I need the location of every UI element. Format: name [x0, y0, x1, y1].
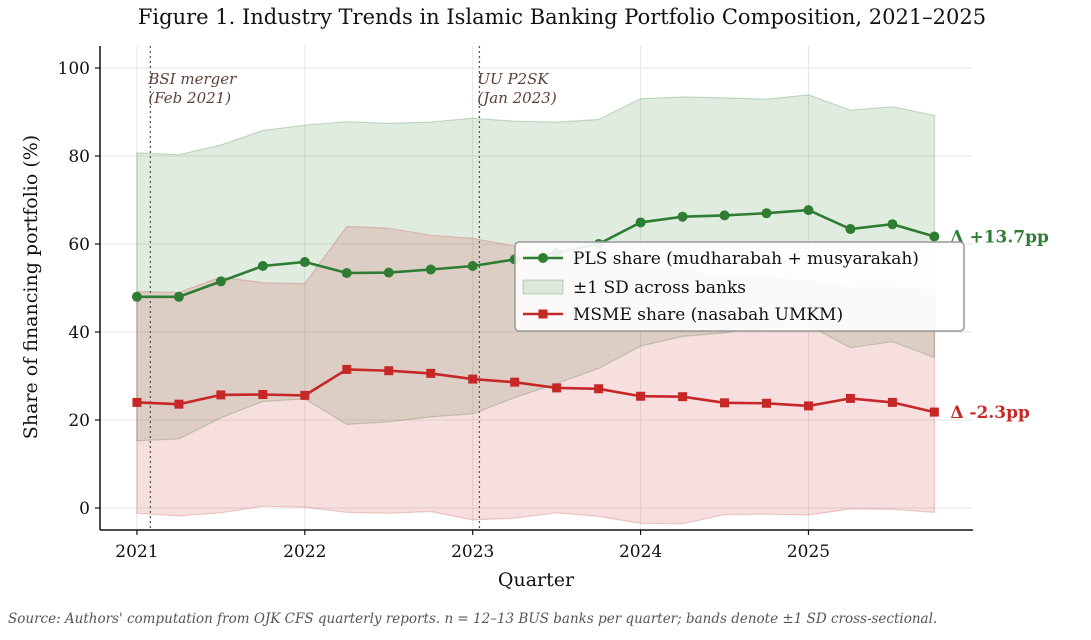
y-tick-label: 0 [79, 499, 90, 519]
pls-point [425, 264, 436, 275]
end-annotations: Δ +13.7pp Δ -2.3pp [950, 228, 1049, 424]
x-tick-label: 2022 [283, 542, 326, 562]
msme-point [510, 377, 520, 387]
pls-point [719, 210, 730, 221]
pls-point [845, 224, 856, 235]
msme-point [258, 389, 268, 399]
x-tick-label: 2021 [115, 542, 158, 562]
source-note: Source: Authors' computation from OJK CF… [8, 611, 938, 627]
legend-box [514, 241, 965, 332]
pls-point [173, 291, 184, 302]
msme-point [132, 397, 142, 407]
pls-point [803, 205, 814, 216]
legend-swatch-band [522, 279, 564, 295]
msme-point [887, 397, 897, 407]
msme-point [803, 401, 813, 411]
event-label: (Feb 2021) [148, 89, 231, 107]
pls-point [635, 217, 646, 228]
msme-point [216, 390, 226, 400]
msme-point [636, 391, 646, 401]
event-label: UU P2SK [477, 70, 549, 88]
pls-point [383, 267, 394, 278]
pls-point [341, 268, 352, 279]
pls-point [215, 276, 226, 287]
grid [100, 46, 973, 530]
msme-point [678, 392, 688, 402]
event-label: BSI merger [147, 70, 237, 88]
legend-label-msme: MSME share (nasabah UMKM) [573, 305, 843, 325]
x-axis-label: Quarter [498, 569, 575, 591]
msme-point [300, 390, 310, 400]
pls-point [677, 211, 688, 222]
y-tick-label: 80 [68, 147, 90, 167]
msme-point [342, 364, 352, 374]
legend-label-pls: PLS share (mudharabah + musyarakah) [573, 249, 919, 269]
pls-point [299, 257, 310, 268]
x-tick-label: 2023 [451, 542, 494, 562]
y-tick-label: 40 [68, 323, 90, 343]
legend: PLS share (mudharabah + musyarakah) ±1 SD… [514, 241, 965, 332]
y-axis-label: Share of financing portfolio (%) [20, 135, 42, 439]
delta-annotation-msme: Δ -2.3pp [950, 403, 1030, 423]
event-lines: BSI merger(Feb 2021) UU P2SK(Jan 2023) [147, 46, 557, 530]
pls-point [257, 261, 268, 271]
pls-point [761, 208, 772, 219]
series-line-msme [136, 368, 935, 414]
msme-point [426, 368, 436, 378]
event-label: (Jan 2023) [477, 89, 556, 107]
y-tick-label: 60 [68, 235, 90, 255]
legend-marker-msme [538, 309, 548, 319]
msme-point [720, 398, 730, 408]
y-tick-label: 100 [58, 59, 90, 79]
msme-point [845, 393, 855, 403]
legend-label-band: ±1 SD across banks [573, 278, 746, 298]
msme-point [468, 374, 478, 384]
x-tick-label: 2025 [787, 542, 830, 562]
axes: 0 20 40 60 80 100 2021 2022 2023 2024 2025 [58, 46, 973, 562]
msme-point [384, 366, 394, 376]
pls-point [131, 291, 142, 302]
pls-point [467, 261, 478, 271]
y-tick-label: 20 [68, 411, 90, 431]
msme-point [552, 383, 562, 393]
delta-annotation-pls: Δ +13.7pp [950, 228, 1049, 248]
msme-point [929, 407, 939, 417]
pls-point [887, 219, 898, 230]
pls-point [929, 231, 940, 242]
x-tick-label: 2024 [619, 542, 662, 562]
legend-marker-pls [538, 253, 548, 263]
msme-point [594, 384, 604, 394]
msme-point [762, 398, 772, 408]
chart-title: Figure 1. Industry Trends in Islamic Ban… [138, 5, 986, 29]
msme-point [174, 399, 184, 409]
